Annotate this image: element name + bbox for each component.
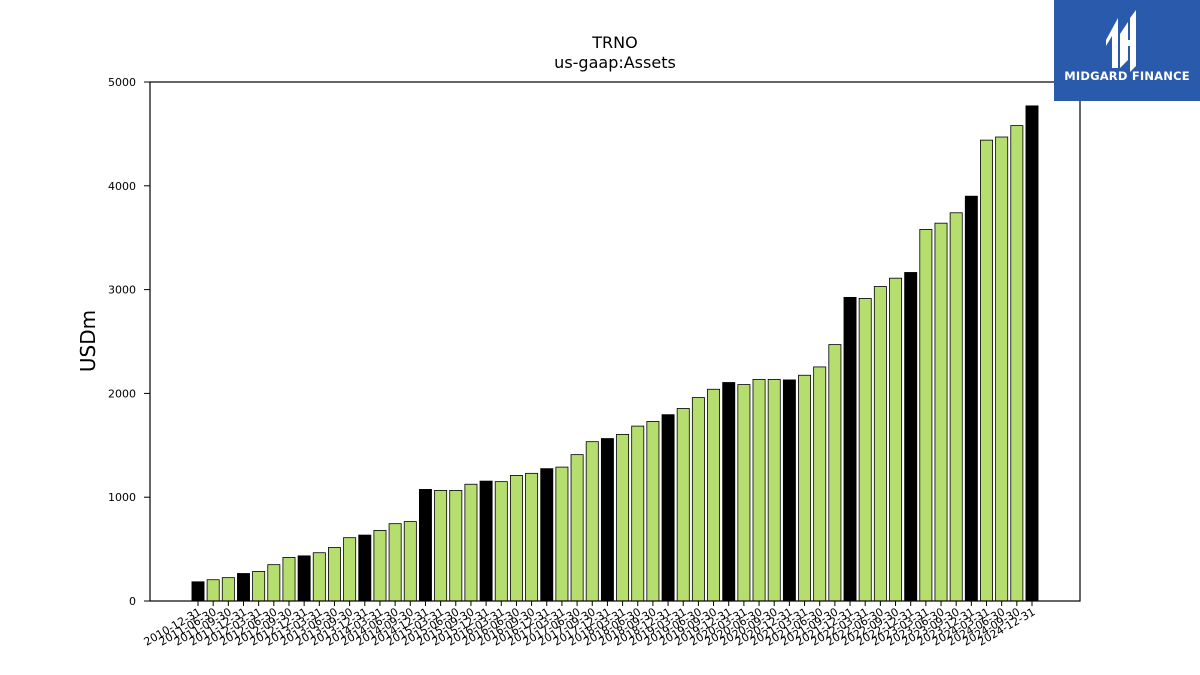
y-tick-label-5000: 5000 bbox=[108, 76, 136, 89]
bar-2024-03-31 bbox=[980, 139, 993, 602]
bar-2017-06-30 bbox=[570, 454, 584, 602]
bar-2019-09-30 bbox=[707, 388, 721, 602]
bar-2016-09-30 bbox=[525, 472, 539, 602]
bar-2012-03-31 bbox=[252, 571, 266, 602]
bar-2021-09-30 bbox=[828, 344, 842, 602]
bar-2023-09-30 bbox=[949, 212, 963, 602]
bar-2013-12-31 bbox=[358, 534, 372, 602]
bar-2020-12-31 bbox=[782, 379, 796, 602]
bar-2016-03-31 bbox=[494, 481, 508, 602]
bar-2011-12-31 bbox=[237, 573, 250, 602]
bar-2011-06-30 bbox=[206, 579, 220, 602]
bar-2024-09-30 bbox=[1010, 125, 1024, 602]
bar-2020-03-31 bbox=[737, 384, 751, 602]
bar-2023-03-31 bbox=[919, 228, 933, 602]
bar-2016-06-30 bbox=[509, 474, 523, 602]
brand-logo: MIDGARD FINANCE bbox=[1054, 0, 1200, 101]
bar-2014-03-31 bbox=[373, 530, 387, 602]
bar-2022-06-30 bbox=[873, 286, 887, 602]
y-tick-label-1000: 1000 bbox=[108, 491, 136, 504]
bar-2023-12-31 bbox=[964, 195, 978, 602]
bar-2012-09-30 bbox=[282, 557, 296, 602]
bar-2021-06-30 bbox=[813, 366, 827, 602]
bar-2018-06-30 bbox=[631, 425, 645, 602]
bar-2019-12-31 bbox=[722, 382, 736, 602]
bar-2017-12-31 bbox=[600, 438, 614, 602]
bar-2015-06-30 bbox=[449, 490, 463, 602]
bar-2013-06-30 bbox=[328, 547, 341, 602]
bar-2022-03-31 bbox=[858, 298, 872, 602]
bar-2013-03-31 bbox=[312, 552, 326, 602]
plot-frame bbox=[149, 81, 1081, 602]
y-axis-label: USDm bbox=[76, 310, 100, 372]
y-axis: 0 1000 2000 3000 4000 5000 bbox=[108, 76, 150, 608]
bar-2014-06-30 bbox=[388, 523, 402, 602]
bar-2011-09-30 bbox=[221, 577, 235, 602]
x-axis: 2010-12-312011-06-302011-09-302011-12-31… bbox=[142, 601, 1038, 649]
bar-2014-09-30 bbox=[403, 521, 417, 602]
logo-text: MIDGARD FINANCE bbox=[1064, 69, 1190, 83]
bar-2018-12-31 bbox=[661, 414, 675, 602]
bar-2014-12-31 bbox=[418, 489, 432, 602]
bar-2017-09-30 bbox=[585, 441, 599, 602]
bar-2020-06-30 bbox=[752, 378, 766, 602]
bar-2024-06-30 bbox=[995, 136, 1009, 602]
chart-subtitle: us-gaap:Assets bbox=[554, 53, 676, 72]
bar-2018-09-30 bbox=[646, 421, 660, 602]
bar-2017-03-31 bbox=[555, 466, 569, 602]
bar-2015-09-30 bbox=[464, 483, 478, 602]
bar-2019-03-31 bbox=[676, 408, 690, 602]
chart-title: TRNO bbox=[591, 33, 637, 52]
bar-2019-06-30 bbox=[691, 397, 705, 602]
bar-2018-03-31 bbox=[616, 433, 630, 602]
bar-2022-12-31 bbox=[904, 272, 918, 602]
bars-group bbox=[191, 105, 1039, 602]
bar-2010-12-31 bbox=[191, 581, 205, 602]
bar-2012-12-31 bbox=[297, 555, 311, 602]
bar-2013-09-30 bbox=[343, 537, 357, 602]
y-tick-label-3000: 3000 bbox=[108, 284, 136, 297]
bar-2015-03-31 bbox=[434, 490, 448, 602]
bar-2023-06-30 bbox=[934, 222, 948, 602]
bar-2024-12-31 bbox=[1025, 105, 1039, 602]
y-tick-label-2000: 2000 bbox=[108, 387, 136, 400]
bar-2022-09-30 bbox=[889, 277, 902, 602]
bar-2021-03-31 bbox=[798, 374, 812, 602]
bar-2016-12-31 bbox=[540, 468, 554, 602]
bar-2012-06-30 bbox=[267, 564, 281, 602]
midgard-logo-icon bbox=[1106, 10, 1136, 72]
bar-2020-09-30 bbox=[767, 378, 781, 602]
y-tick-label-0: 0 bbox=[129, 595, 136, 608]
bar-2021-12-31 bbox=[843, 296, 857, 602]
y-tick-label-4000: 4000 bbox=[108, 180, 136, 193]
bar-2015-12-31 bbox=[479, 480, 493, 602]
